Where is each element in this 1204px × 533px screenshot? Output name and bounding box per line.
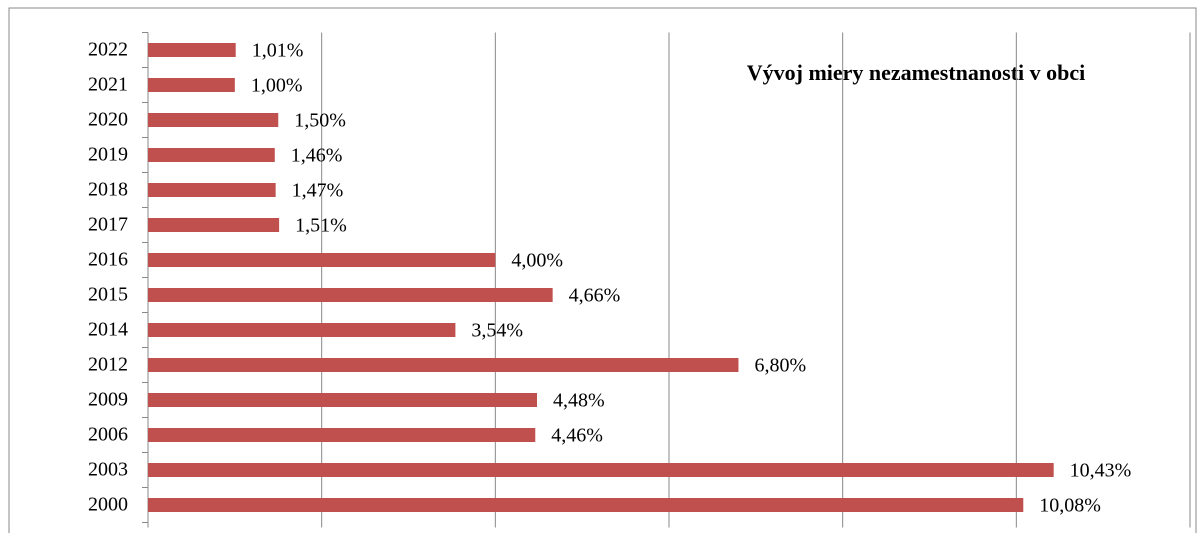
value-label: 4,66%: [569, 285, 621, 307]
value-label: 10,43%: [1070, 460, 1132, 482]
y-tick-label: 2018: [88, 179, 128, 201]
value-label: 1,51%: [295, 215, 347, 237]
value-label: 1,50%: [294, 110, 346, 132]
chart-frame: [8, 7, 1197, 533]
y-tick-label: 2022: [88, 39, 128, 61]
y-tick-label: 2006: [88, 424, 128, 446]
y-tick-label: 2009: [88, 389, 128, 411]
value-label: 4,00%: [511, 250, 563, 272]
y-tick-label: 2012: [88, 354, 128, 376]
y-tick-label: 2020: [88, 109, 128, 131]
y-tick-label: 2015: [88, 284, 128, 306]
value-label: 4,48%: [553, 390, 605, 412]
bar: [148, 148, 275, 162]
value-label: 3,54%: [471, 320, 523, 342]
bar: [148, 218, 280, 232]
bar: [148, 43, 236, 57]
y-tick-label: 2017: [88, 214, 128, 236]
bar: [148, 358, 739, 372]
value-label: 1,47%: [292, 180, 344, 202]
bar: [148, 393, 538, 407]
y-tick-label: 2021: [88, 74, 128, 96]
bar: [148, 78, 235, 92]
y-tick-label: 2019: [88, 144, 128, 166]
bar: [148, 253, 496, 267]
y-tick-label: 2003: [88, 459, 128, 481]
value-label: 1,46%: [291, 145, 343, 167]
bar: [148, 323, 456, 337]
value-label: 10,08%: [1039, 495, 1101, 517]
bar: [148, 183, 276, 197]
chart-title: Vývoj miery nezamestnanosti v obci: [747, 60, 1086, 85]
bar: [148, 498, 1024, 512]
value-label: 1,01%: [252, 40, 304, 62]
bar: [148, 463, 1054, 477]
bar: [148, 288, 553, 302]
value-label: 6,80%: [754, 355, 806, 377]
y-tick-label: 2014: [88, 319, 128, 341]
value-label: 1,00%: [251, 75, 303, 97]
bar: [148, 428, 536, 442]
y-tick-label: 2000: [88, 494, 128, 516]
bar: [148, 113, 279, 127]
value-label: 4,46%: [551, 425, 603, 447]
y-tick-label: 2016: [88, 249, 128, 271]
